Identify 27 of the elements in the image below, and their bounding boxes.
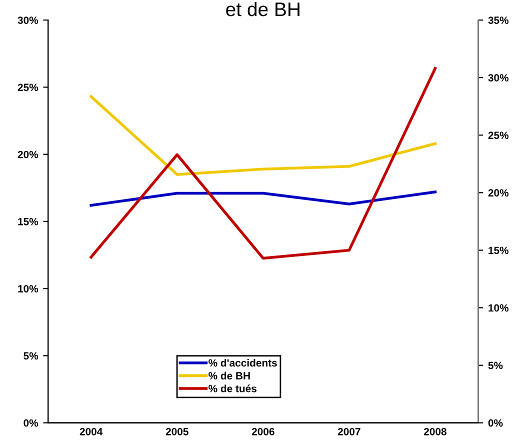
line-series: [90, 95, 437, 176]
x-tick-label: 2007: [338, 428, 360, 436]
y2-tick-label: 35%: [488, 16, 509, 24]
y2-tick-label: 20%: [488, 189, 509, 197]
x-tick-label: 2006: [252, 428, 274, 436]
x-tick-label: 2005: [166, 428, 188, 436]
y2-tick-label: 15%: [488, 246, 509, 254]
x-tick-label: 2008: [424, 428, 446, 436]
y-tick-label: 20%: [18, 150, 38, 158]
y-tick-label: 30%: [18, 16, 38, 24]
y2-tick-label: 5%: [488, 362, 503, 370]
y-tick-label: 0%: [24, 419, 38, 427]
y2-tick-label: 30%: [488, 74, 509, 82]
y2-tick-label: 10%: [488, 304, 509, 312]
x-tick-label: 2004: [80, 428, 103, 436]
line-series: [90, 67, 437, 260]
y-tick-label: 5%: [24, 352, 38, 360]
legend-label: % de tués: [208, 384, 256, 392]
y-tick-label: 15%: [18, 218, 38, 226]
line-series: [90, 190, 437, 207]
y2-tick-label: 0%: [488, 419, 503, 427]
chart-title: et de BH: [226, 2, 300, 16]
y2-tick-label: 25%: [488, 132, 509, 140]
y-tick-label: 25%: [18, 84, 38, 92]
y-tick-label: 10%: [18, 285, 38, 292]
legend-label: % de BH: [208, 372, 250, 380]
legend-label: % d'accidents: [208, 358, 277, 367]
